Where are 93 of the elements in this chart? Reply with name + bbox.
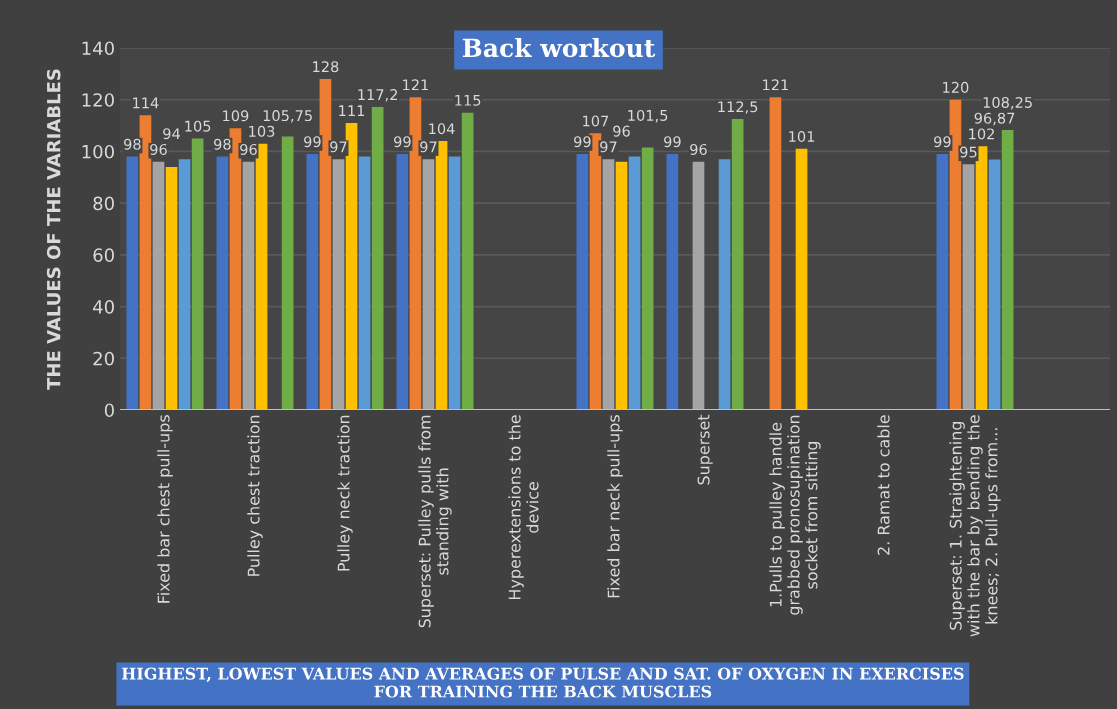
bar [409, 97, 422, 410]
data-label: 108,25 [983, 96, 1032, 110]
y-tick-label: 0 [104, 403, 114, 418]
bar [949, 99, 962, 410]
data-label: 99 [304, 136, 321, 148]
x-tick-label: Hyperextensions to the device [508, 415, 539, 599]
bar [139, 115, 152, 410]
data-label: 99 [394, 136, 411, 148]
bar [692, 161, 705, 410]
data-label: 102 [969, 128, 994, 140]
bar [229, 128, 242, 410]
bar [319, 79, 332, 410]
data-label: 121 [403, 79, 428, 91]
data-label: 96 [613, 125, 630, 137]
data-label: 99 [574, 136, 591, 148]
bar [602, 159, 615, 410]
data-label: 101 [789, 130, 815, 143]
bar [975, 146, 988, 410]
bar [255, 143, 268, 410]
data-label: 105,75 [263, 110, 312, 123]
data-label: 107 [583, 115, 609, 127]
data-label: 99 [934, 136, 951, 148]
data-label: 109 [223, 110, 249, 122]
data-label: 98 [214, 138, 231, 150]
y-tick-label: 40 [93, 300, 114, 314]
bar [1001, 130, 1014, 410]
bar [461, 112, 474, 410]
bar [795, 148, 808, 410]
x-tick-label: Fixed bar neck pull-ups [607, 415, 623, 598]
data-label: 101,5 [628, 109, 668, 123]
chart-title: Back workout [462, 37, 656, 58]
bar [165, 166, 178, 410]
bar [396, 154, 409, 410]
x-tick-label: Fixed bar chest pull-ups [157, 415, 173, 603]
data-label: 104 [429, 123, 455, 135]
bar [641, 147, 654, 410]
data-label: 99 [664, 136, 681, 148]
text: HIGHEST, LOWEST VALUES AND AVERAGES OF PULSE AND SAT. OF OXYGEN IN EXERCISES FOR TRAINING THE BACK MUSCLES [121, 667, 964, 698]
x-tick-label: 1.Pulls to pulley handle grabbed pronosupination socket from sitting [769, 415, 821, 615]
bar [306, 154, 319, 410]
x-tick-label: Superset [697, 414, 713, 485]
bar [435, 141, 448, 410]
bar [576, 154, 589, 410]
bar [358, 156, 371, 410]
bar [666, 154, 679, 410]
data-label: 103 [249, 125, 275, 137]
y-tick-label: 80 [93, 196, 114, 211]
y-tick-label: 100 [82, 144, 114, 159]
data-label: 121 [763, 79, 788, 91]
bar [615, 161, 628, 410]
bar [936, 154, 949, 410]
bar [448, 156, 461, 410]
bar [345, 122, 358, 410]
y-tick-label: 120 [82, 93, 114, 107]
bar [769, 97, 782, 410]
data-label: 97 [330, 141, 347, 153]
bar [422, 159, 435, 410]
x-tick-label: Pulley chest traction [247, 415, 263, 576]
y-axis-title: THE VALUES OF THE VARIABLES [46, 69, 61, 390]
bar [191, 138, 204, 410]
bar [718, 159, 731, 410]
bar [371, 106, 384, 410]
y-tick-label: 140 [82, 41, 114, 56]
data-label: 94 [163, 128, 180, 140]
data-label: 96 [240, 143, 257, 155]
bar [332, 159, 345, 410]
data-label: 97 [600, 141, 617, 153]
x-tick-label: Superset: Pulley pulls from standing with [418, 415, 452, 628]
data-label: 105 [185, 120, 211, 132]
data-label: 117,2 [358, 89, 398, 102]
bar [628, 156, 641, 410]
data-label: 128 [313, 61, 339, 73]
bar [281, 136, 294, 410]
bar [178, 159, 191, 410]
bar [988, 159, 1001, 410]
bar [731, 119, 744, 410]
data-label: 96 [150, 143, 167, 155]
data-label: 111 [339, 105, 365, 116]
data-label: 120 [943, 81, 969, 93]
data-label: 97 [420, 141, 437, 153]
data-label: 114 [133, 97, 159, 109]
bar [589, 133, 602, 410]
data-label: 96,87 [974, 112, 1015, 126]
y-tick-label: 20 [93, 351, 114, 366]
data-label: 95 [960, 146, 977, 158]
data-label: 98 [124, 138, 141, 150]
data-label: 115 [455, 94, 481, 106]
x-tick-label: 2. Ramat to cable [877, 415, 890, 555]
data-label: 112,5 [718, 101, 758, 114]
data-label: 96 [690, 143, 707, 155]
x-tick-label: Superset: 1. Straightening with the bar by bending the knees; 2. Pull-ups from... [949, 415, 1001, 637]
y-tick-label: 60 [93, 248, 114, 262]
x-tick-label: Pulley neck traction [337, 415, 353, 571]
